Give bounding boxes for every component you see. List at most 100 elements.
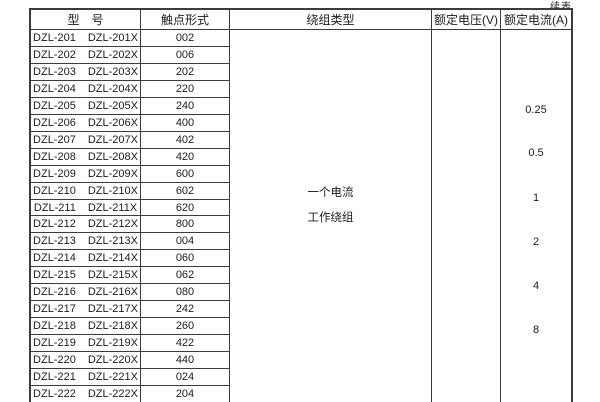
model-x-variant: DZL-208X <box>87 150 138 163</box>
model-x-variant: DZL-212X <box>87 218 138 231</box>
contact-form-column-header: 触点形式 <box>141 10 229 30</box>
contact-form-cell: 024 <box>141 369 229 387</box>
model-cell: DZL-205 DZL-205X <box>31 98 140 115</box>
model-standard: DZL-219 <box>33 337 76 350</box>
contact-form-cell: 602 <box>141 183 229 200</box>
model-cell: DZL-221 DZL-221X <box>31 369 140 387</box>
model-x-variant: DZL-205X <box>87 99 138 112</box>
model-cell: DZL-206 DZL-206X <box>31 115 140 132</box>
contact-form-cell: 006 <box>141 47 229 64</box>
model-x-variant: DZL-209X <box>87 167 138 180</box>
model-x-variant: DZL-221X <box>87 371 138 384</box>
model-x-variant: DZL-211X <box>87 201 138 214</box>
model-standard: DZL-203 <box>33 65 76 78</box>
model-x-variant: DZL-206X <box>87 116 138 129</box>
model-cell: DZL-203 DZL-203X <box>31 64 140 81</box>
contact-form-cell: 242 <box>141 301 229 319</box>
model-standard: DZL-209 <box>33 167 76 180</box>
model-cell: DZL-214 DZL-214X <box>31 250 140 268</box>
continued-table-label: 续表 <box>480 0 572 13</box>
model-standard: DZL-214 <box>33 252 76 265</box>
model-x-variant: DZL-204X <box>87 82 138 95</box>
rated-voltage-column-body <box>432 30 500 402</box>
model-cell: DZL-217 DZL-217X <box>31 301 140 319</box>
contact-form-cell: 002 <box>141 30 229 47</box>
contact-form-cell: 220 <box>141 81 229 98</box>
rated-current-value: 2 <box>532 236 540 248</box>
model-x-variant: DZL-203X <box>87 65 138 78</box>
contact-form-cell: 204 <box>175 387 195 400</box>
model-cell: DZL-211 DZL-211X <box>31 200 140 217</box>
contact-form-cell: 060 <box>141 250 229 268</box>
model-cell: DZL-204 DZL-204X <box>31 81 140 98</box>
rated-current-value: 0.25 <box>525 104 547 116</box>
model-cell: DZL-208 DZL-208X <box>31 149 140 166</box>
rated-current-value: 8 <box>532 324 540 336</box>
model-standard: DZL-213 <box>33 235 76 248</box>
model-standard: DZL-211 <box>33 201 76 214</box>
model-cell: DZL-215 DZL-215X <box>31 267 140 285</box>
model-standard: DZL-212 <box>33 218 76 231</box>
model-cell: DZL-202 DZL-202X <box>31 47 140 64</box>
winding-type-cell: 一个电流 工作绕组 <box>230 18 431 390</box>
contact-form-cell: 800 <box>141 216 229 234</box>
model-x-variant: DZL-210X <box>87 184 138 197</box>
contact-form-cell: 080 <box>141 284 229 302</box>
model-x-variant: DZL-213X <box>87 235 138 248</box>
rated-current-column-body: 0.25 0.5 1 2 4 8 <box>501 30 571 402</box>
model-standard: DZL-218 <box>33 320 76 333</box>
winding-type-column-body: 一个电流 工作绕组 <box>230 30 431 402</box>
rated-current-column-header: 额定电流(A) <box>501 10 571 30</box>
model-x-variant: DZL-222X <box>87 387 138 400</box>
rated-voltage-column: 额定电压(V) <box>432 10 501 402</box>
model-cell: DZL-207 DZL-207X <box>31 132 140 149</box>
model-x-variant: DZL-220X <box>87 354 138 367</box>
model-x-variant: DZL-217X <box>87 303 138 316</box>
contact-form-cell: 400 <box>141 115 229 132</box>
model-standard: DZL-210 <box>33 184 76 197</box>
contact-form-cell: 062 <box>141 267 229 285</box>
contact-form-cell: 004 <box>141 233 229 251</box>
model-cell: DZL-212 DZL-212X <box>31 216 140 234</box>
rated-voltage-column-header: 额定电压(V) <box>432 10 500 30</box>
model-cell: DZL-222 DZL-222X <box>31 386 140 402</box>
model-x-variant: DZL-214X <box>87 252 138 265</box>
model-standard: DZL-222 <box>33 387 76 400</box>
model-standard: DZL-215 <box>33 269 76 282</box>
model-x-variant: DZL-207X <box>87 133 138 146</box>
winding-type-column: 绕组类型 一个电流工作绕组 <box>230 10 432 402</box>
contact-form-cell: 620 <box>141 200 229 217</box>
contact-form-column: 触点形式 002 006 202 220 240 400 402 420 600 602 620 80… <box>141 10 230 402</box>
winding-type-line: 一个电流 <box>307 186 354 199</box>
winding-type-line: 工作绕组 <box>307 211 354 224</box>
model-standard: DZL-208 <box>33 150 76 163</box>
rated-current-value: 0.5 <box>528 147 544 159</box>
model-standard: DZL-205 <box>33 99 76 112</box>
rated-current-value: 4 <box>532 280 540 292</box>
model-column: 型 号 DZL-201 DZL-201X DZL-202 DZL-202X DZL-20… <box>31 10 141 402</box>
model-cell: DZL-209 DZL-209X <box>31 166 140 183</box>
model-cell: DZL-218 DZL-218X <box>31 318 140 336</box>
rated-current-column: 额定电流(A) 0.25 0.5 1 2 4 8 <box>501 10 571 402</box>
model-x-variant: DZL-216X <box>87 286 138 299</box>
contact-form-cell: 240 <box>141 98 229 115</box>
model-cell: DZL-220 DZL-220X <box>31 352 140 370</box>
contact-form-cell: 202 <box>141 64 229 81</box>
model-cell: DZL-219 DZL-219X <box>31 335 140 353</box>
contact-form-cell: 440 <box>141 352 229 370</box>
model-x-variant: DZL-219X <box>87 337 138 350</box>
model-cell: DZL-213 DZL-213X <box>31 233 140 251</box>
contact-column-body: 002 006 202 220 240 400 402 420 600 602 620 800 004 0… <box>141 30 229 402</box>
model-standard: DZL-201 <box>33 31 76 44</box>
relay-spec-table: 型 号 DZL-201 DZL-201X DZL-202 DZL-202X DZL-20… <box>29 8 573 402</box>
contact-form-cell: 600 <box>141 166 229 183</box>
model-cell: DZL-201 DZL-201X <box>31 30 140 47</box>
winding-type-column-header: 绕组类型 <box>230 10 431 30</box>
contact-form-cell: 420 <box>141 149 229 166</box>
rated-current-value: 1 <box>532 192 540 204</box>
model-standard: DZL-221 <box>33 371 76 384</box>
model-standard: DZL-206 <box>33 116 76 129</box>
model-standard: DZL-216 <box>33 286 76 299</box>
model-x-variant: DZL-201X <box>87 31 138 44</box>
